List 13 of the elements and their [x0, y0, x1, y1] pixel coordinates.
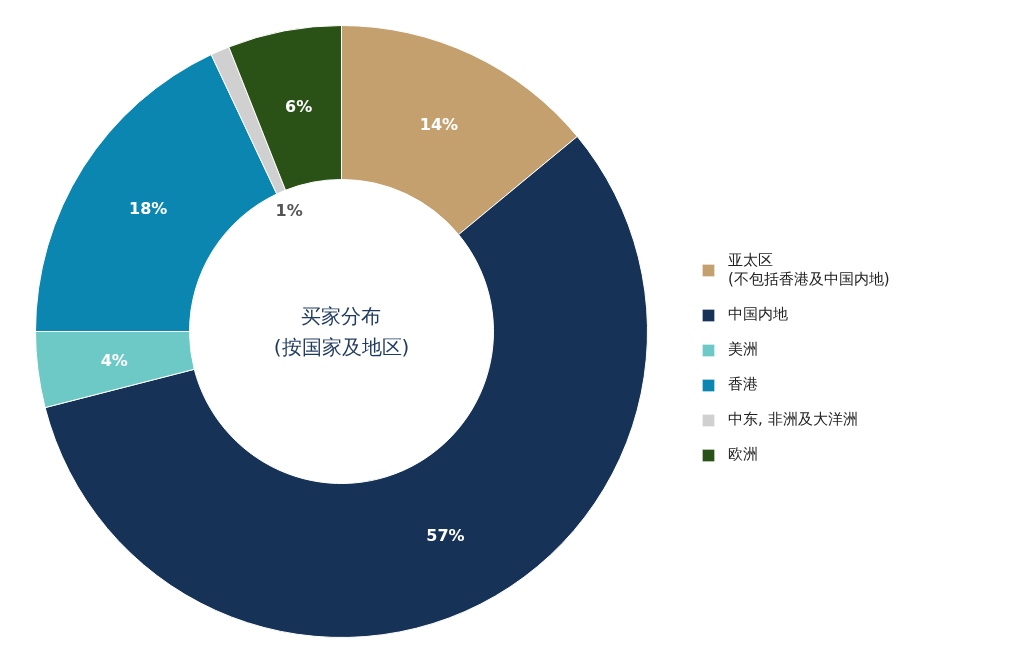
text: 买家分布 (按国家及地区)	[273, 303, 410, 360]
data-label: 4%	[100, 350, 128, 370]
legend-label: 美洲	[728, 340, 758, 359]
data-label: 14%	[419, 114, 459, 134]
data-label: 6%	[285, 97, 313, 117]
data-label: 57%	[426, 526, 465, 546]
data-label: 1%	[275, 200, 303, 220]
legend-label: 中国内地	[728, 305, 788, 324]
legend-label: 亚太区 (不包括香港及中国内地)	[728, 251, 890, 289]
legend-label: 欧洲	[728, 445, 758, 464]
data-label: 18%	[129, 199, 168, 219]
legend-label: 香港	[728, 375, 758, 394]
legend-label: 中东, 非洲及大洋洲	[728, 410, 858, 429]
